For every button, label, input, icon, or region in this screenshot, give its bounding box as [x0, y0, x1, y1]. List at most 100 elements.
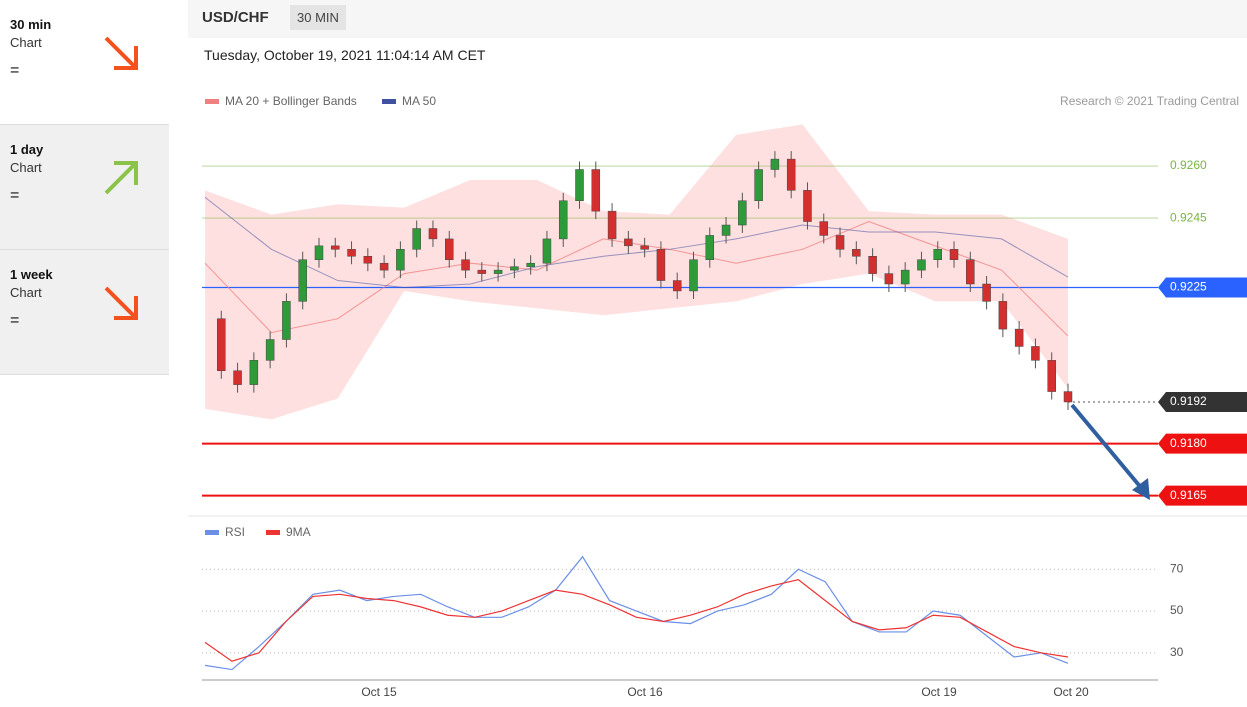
candle — [721, 224, 731, 236]
candle — [233, 370, 242, 385]
price-label-box — [1158, 277, 1247, 298]
candle — [835, 235, 845, 250]
candle — [819, 221, 829, 236]
candle — [526, 262, 535, 267]
price-label: 0.9225 — [1170, 280, 1207, 294]
candle — [1014, 328, 1024, 347]
credit: Research © 2021 Trading Central — [1060, 94, 1239, 108]
bollinger-band — [205, 124, 1068, 420]
arrow-up-icon — [104, 161, 138, 195]
candle — [444, 238, 454, 260]
candle — [1047, 360, 1056, 392]
symbol: USD/CHF — [202, 9, 269, 26]
period-item[interactable]: 30 min Chart = — [0, 0, 169, 125]
legend-swatch — [205, 530, 219, 535]
price-label: 0.9245 — [1170, 210, 1207, 224]
y-tick-label: 70 — [1170, 561, 1184, 575]
timestamp: Tuesday, October 19, 2021 11:04:14 AM CE… — [204, 47, 486, 63]
x-tick-label: Oct 15 — [361, 685, 397, 699]
candle — [705, 235, 715, 260]
candle — [314, 245, 324, 260]
period: 30 min — [10, 17, 52, 32]
candle — [331, 245, 340, 250]
rsi-line — [204, 579, 1069, 662]
signal: = — [10, 187, 20, 204]
candle — [249, 360, 259, 385]
candle — [1031, 346, 1040, 361]
candle — [1063, 391, 1073, 403]
legend-label: MA 50 — [402, 94, 436, 108]
candle — [282, 301, 291, 340]
candle — [640, 245, 649, 250]
candle — [786, 158, 796, 191]
item-label: Chart — [10, 160, 42, 175]
legend-swatch — [382, 99, 396, 104]
candle — [298, 259, 307, 302]
price-label: 0.9192 — [1170, 394, 1207, 408]
arrow-down-icon — [104, 36, 138, 70]
legend-label: MA 20 + Bollinger Bands — [225, 94, 357, 108]
period-item[interactable]: 1 day Chart = — [0, 125, 169, 250]
header: USD/CHF 30 MIN — [188, 0, 1247, 38]
candle — [656, 249, 666, 281]
price-label-box — [1158, 433, 1247, 454]
y-tick-label: 30 — [1170, 645, 1184, 659]
legend-label: 9MA — [286, 525, 311, 539]
candle — [477, 269, 487, 274]
ma-line — [204, 221, 1069, 337]
x-tick-label: Oct 16 — [627, 685, 663, 699]
candle — [803, 190, 812, 222]
candle — [738, 200, 747, 226]
interval-badge[interactable]: 30 MIN — [290, 5, 346, 30]
price-label-box — [1158, 391, 1247, 412]
legend-swatch — [266, 530, 280, 535]
candle — [852, 249, 861, 257]
candle — [265, 339, 275, 361]
signal: = — [10, 62, 20, 79]
price-label: 0.9165 — [1170, 488, 1207, 502]
candle — [966, 259, 975, 285]
candle — [933, 249, 942, 260]
y-tick-label: 50 — [1170, 603, 1184, 617]
candle — [217, 318, 226, 371]
candle — [868, 256, 877, 274]
period-item[interactable]: 1 week Chart = — [0, 250, 169, 375]
candle — [363, 256, 373, 264]
candle — [689, 259, 698, 292]
x-tick-label: Oct 20 — [1053, 685, 1089, 699]
candle — [770, 158, 780, 170]
arrow-down-icon — [104, 286, 138, 320]
candle — [461, 259, 470, 271]
candle — [412, 228, 421, 250]
candle — [900, 269, 910, 285]
candle — [510, 266, 519, 271]
candle — [347, 249, 356, 257]
signal: = — [10, 312, 20, 329]
item-label: Chart — [10, 285, 42, 300]
candle — [575, 169, 584, 201]
candle — [396, 249, 405, 271]
candle — [542, 238, 552, 264]
candle — [493, 269, 503, 274]
candle — [884, 273, 894, 285]
ma-line — [204, 196, 1069, 288]
candle — [982, 283, 991, 302]
sidebar: 30 min Chart = 1 day Chart = 1 week Char… — [0, 0, 169, 375]
legend-swatch — [205, 99, 219, 104]
candle — [998, 301, 1008, 330]
candle — [672, 280, 682, 292]
forecast-arrow-head — [1132, 478, 1150, 500]
candle — [379, 262, 389, 271]
candle — [624, 238, 633, 247]
price-label-box — [1158, 485, 1247, 506]
candle — [949, 249, 959, 260]
forecast-arrow — [1070, 403, 1145, 492]
x-tick-label: Oct 19 — [921, 685, 957, 699]
item-label: Chart — [10, 35, 42, 50]
candle — [607, 210, 617, 240]
price-label: 0.9260 — [1170, 158, 1207, 172]
price-label: 0.9180 — [1170, 436, 1207, 450]
legend-label: RSI — [225, 525, 245, 539]
